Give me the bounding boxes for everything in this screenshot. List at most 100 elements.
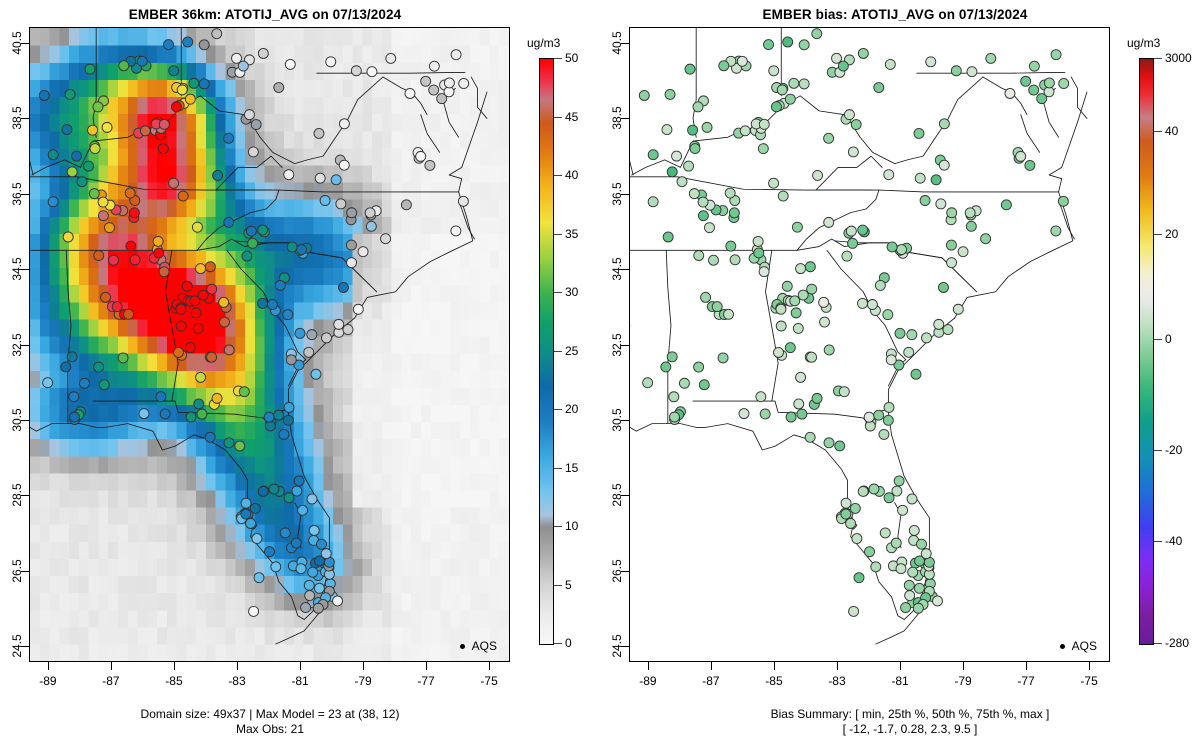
aqs-site-marker [291, 485, 303, 497]
colorbar-tick-label: 20 [1165, 226, 1179, 241]
aqs-site-marker [212, 169, 224, 181]
x-tick-label: -85 [765, 674, 783, 688]
aqs-site-marker [168, 177, 180, 189]
aqs-site-marker [906, 493, 918, 505]
aqs-dot-icon [1059, 643, 1065, 649]
aqs-site-marker [910, 368, 922, 380]
aqs-site-marker [914, 172, 926, 184]
aqs-site-marker [882, 309, 894, 321]
aqs-site-marker [900, 602, 912, 614]
x-tick-label: -89 [639, 674, 657, 688]
colorbar-tick [554, 292, 562, 293]
aqs-site-marker [777, 190, 789, 202]
aqs-site-marker [789, 295, 801, 307]
aqs-site-marker [170, 101, 182, 113]
x-tick-label: -87 [102, 674, 120, 688]
aqs-site-marker [863, 411, 875, 423]
aqs-site-marker [711, 301, 723, 313]
aqs-legend-bias: AQS [1059, 639, 1097, 653]
aqs-site-marker [847, 146, 859, 158]
aqs-site-marker [195, 263, 207, 275]
x-tick-label: -83 [828, 674, 846, 688]
aqs-site-marker [693, 250, 705, 261]
aqs-site-marker [874, 279, 886, 291]
aqs-site-marker [295, 563, 307, 575]
aqs-site-marker [47, 149, 59, 161]
y-tick-label: 36.5 [610, 182, 624, 206]
y-tick-label: 30.5 [10, 408, 24, 432]
y-tick-label: 28.5 [10, 483, 24, 507]
aqs-site-marker [1028, 60, 1040, 72]
x-tick-label: -83 [228, 674, 246, 688]
aqs-site-marker [661, 124, 673, 136]
aqs-site-marker [158, 118, 170, 130]
aqs-site-marker [97, 210, 109, 222]
y-tick-label: 40.5 [10, 31, 24, 55]
aqs-site-marker [300, 602, 312, 614]
aqs-site-marker [784, 342, 796, 354]
aqs-site-marker [335, 198, 347, 210]
aqs-site-marker [823, 437, 835, 449]
aqs-site-marker [420, 75, 432, 87]
aqs-site-marker [192, 322, 204, 334]
aqs-site-marker [804, 431, 816, 443]
aqs-site-marker [303, 346, 315, 358]
aqs-site-marker [125, 240, 137, 252]
aqs-site-marker [296, 244, 307, 255]
aqs-site-marker [303, 579, 315, 591]
aqs-site-marker [173, 347, 184, 358]
aqs-site-marker [196, 408, 208, 420]
aqs-site-marker [325, 56, 337, 68]
aqs-site-marker [181, 280, 193, 292]
x-tick [900, 662, 901, 670]
y-tick-label: 32.5 [10, 332, 24, 357]
aqs-site-marker [921, 332, 932, 344]
colorbar-tick [554, 350, 562, 352]
colorbar-tick [1154, 540, 1162, 542]
aqs-site-marker [138, 408, 150, 420]
aqs-site-marker [98, 379, 110, 391]
aqs-site-marker [338, 159, 350, 171]
aqs-site-marker [184, 342, 196, 354]
colorbar-tick-label: 45 [565, 109, 579, 124]
aqs-site-marker [913, 127, 925, 139]
aqs-site-marker [319, 195, 331, 206]
aqs-site-marker [385, 53, 397, 64]
aqs-site-marker [893, 359, 905, 371]
aqs-legend-model: AQS [459, 639, 497, 653]
aqs-site-marker [257, 486, 269, 497]
model-caption: Domain size: 49x37 | Max Model = 23 at (… [0, 707, 540, 737]
aqs-site-marker [882, 414, 894, 426]
aqs-site-marker [333, 318, 345, 330]
x-tick-label: -81 [291, 674, 309, 688]
y-tick [621, 269, 629, 271]
aqs-site-marker [206, 283, 218, 295]
x-tick [47, 662, 49, 670]
aqs-dot-icon [459, 643, 465, 649]
y-tick [621, 118, 629, 120]
aqs-site-marker [868, 483, 880, 495]
aqs-site-marker [189, 295, 201, 307]
aqs-site-marker [195, 371, 207, 383]
aqs-site-marker [700, 291, 712, 303]
colorbar-tick-label: -20 [1165, 442, 1183, 457]
aqs-site-marker [424, 159, 436, 171]
aqs-site-marker [69, 411, 80, 423]
aqs-site-marker [237, 60, 249, 72]
aqs-site-marker [338, 118, 350, 130]
aqs-site-marker [84, 63, 96, 75]
aqs-site-marker [42, 377, 54, 389]
aqs-site-marker [282, 309, 294, 321]
y-tick-label: 40.5 [610, 31, 624, 55]
aqs-site-marker [306, 329, 318, 341]
aqs-site-marker [352, 303, 364, 315]
aqs-site-marker [66, 351, 78, 363]
y-tick [621, 570, 629, 572]
aqs-site-marker [873, 82, 885, 93]
aqs-site-marker [904, 590, 916, 601]
aqs-site-marker [92, 101, 104, 113]
aqs-site-marker [191, 221, 203, 233]
x-tick [426, 662, 428, 670]
aqs-site-marker [925, 56, 937, 68]
aqs-site-marker [93, 361, 105, 373]
